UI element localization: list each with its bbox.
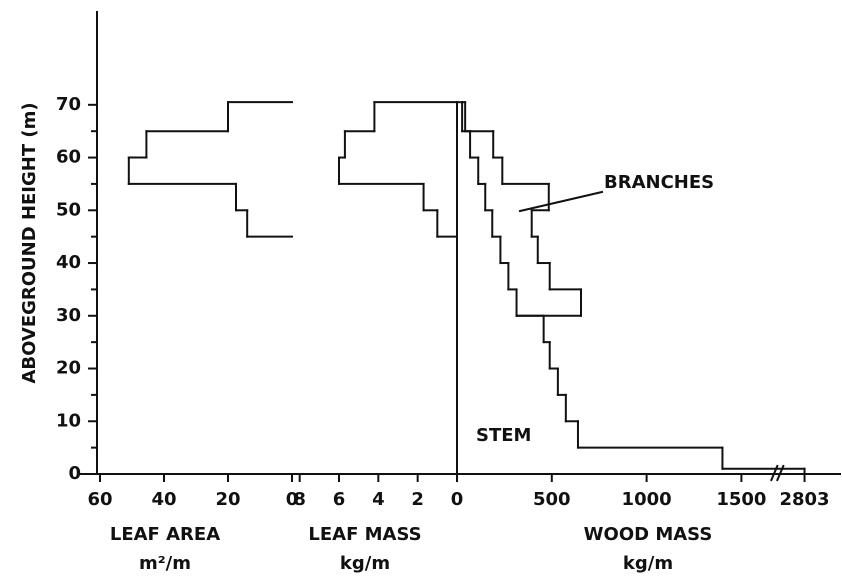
axis-break-gap	[775, 464, 784, 478]
series-label: STEM	[476, 425, 531, 446]
x-axis-unit: kg/m	[340, 553, 390, 574]
y-tick-label: 10	[56, 410, 81, 431]
label-pointer	[518, 190, 604, 213]
y-tick-label: 0	[68, 463, 81, 484]
x-tick-label: 40	[151, 489, 176, 510]
y-axis-label: ABOVEGROUND HEIGHT (m)	[19, 102, 40, 383]
x-axis-label: LEAF AREA	[110, 524, 220, 545]
x-tick-label: 0	[286, 489, 299, 510]
x-tick-label: 6	[333, 489, 346, 510]
y-tick-label: 70	[56, 94, 81, 115]
x-tick-label: 0	[451, 489, 464, 510]
y-tick-label: 60	[56, 147, 81, 168]
y-tick-label: 50	[56, 199, 81, 220]
x-tick-label: 60	[87, 489, 112, 510]
series-label: BRANCHES	[604, 172, 714, 193]
x-tick-label: 500	[533, 489, 571, 510]
x-tick-label: 1000	[622, 489, 672, 510]
x-tick-label: 2	[411, 489, 424, 510]
y-tick-label: 20	[56, 358, 81, 379]
x-tick-label: 2803	[779, 489, 829, 510]
x-axis-unit: m²/m	[139, 553, 191, 574]
x-axis-label: LEAF MASS	[308, 524, 421, 545]
x-tick-label: 8	[293, 489, 306, 510]
x-tick-label: 4	[372, 489, 385, 510]
x-axis-unit: kg/m	[623, 553, 673, 574]
x-tick-label: 1500	[716, 489, 766, 510]
x-tick-label: 20	[215, 489, 240, 510]
x-axis-label: WOOD MASS	[584, 524, 713, 545]
y-tick-label: 30	[56, 305, 81, 326]
y-tick-label: 40	[56, 252, 81, 273]
